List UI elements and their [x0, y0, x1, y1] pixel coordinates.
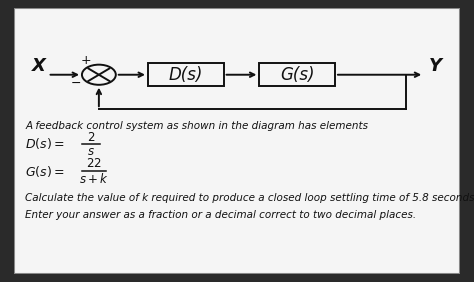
Text: $22$: $22$ [86, 157, 101, 170]
Text: Enter your answer as a fraction or a decimal correct to two decimal places.: Enter your answer as a fraction or a dec… [25, 210, 417, 220]
Text: D(s): D(s) [169, 66, 203, 84]
Text: −: − [71, 77, 81, 90]
Text: $s$: $s$ [87, 145, 95, 158]
Text: X: X [32, 57, 46, 75]
Text: Y: Y [428, 57, 442, 75]
Text: $G(s)=$: $G(s)=$ [25, 164, 65, 179]
Text: $D(s)=$: $D(s)=$ [25, 136, 65, 151]
Text: $2$: $2$ [87, 131, 95, 144]
Text: +: + [81, 54, 91, 67]
Bar [148, 63, 224, 86]
Text: $s+k$: $s+k$ [79, 172, 109, 186]
Text: A feedback control system as shown in the diagram has elements: A feedback control system as shown in th… [25, 122, 368, 131]
Text: Calculate the value of k required to produce a closed loop settling time of 5.8 : Calculate the value of k required to pro… [25, 193, 474, 203]
Bar [259, 63, 335, 86]
Text: G(s): G(s) [280, 66, 314, 84]
